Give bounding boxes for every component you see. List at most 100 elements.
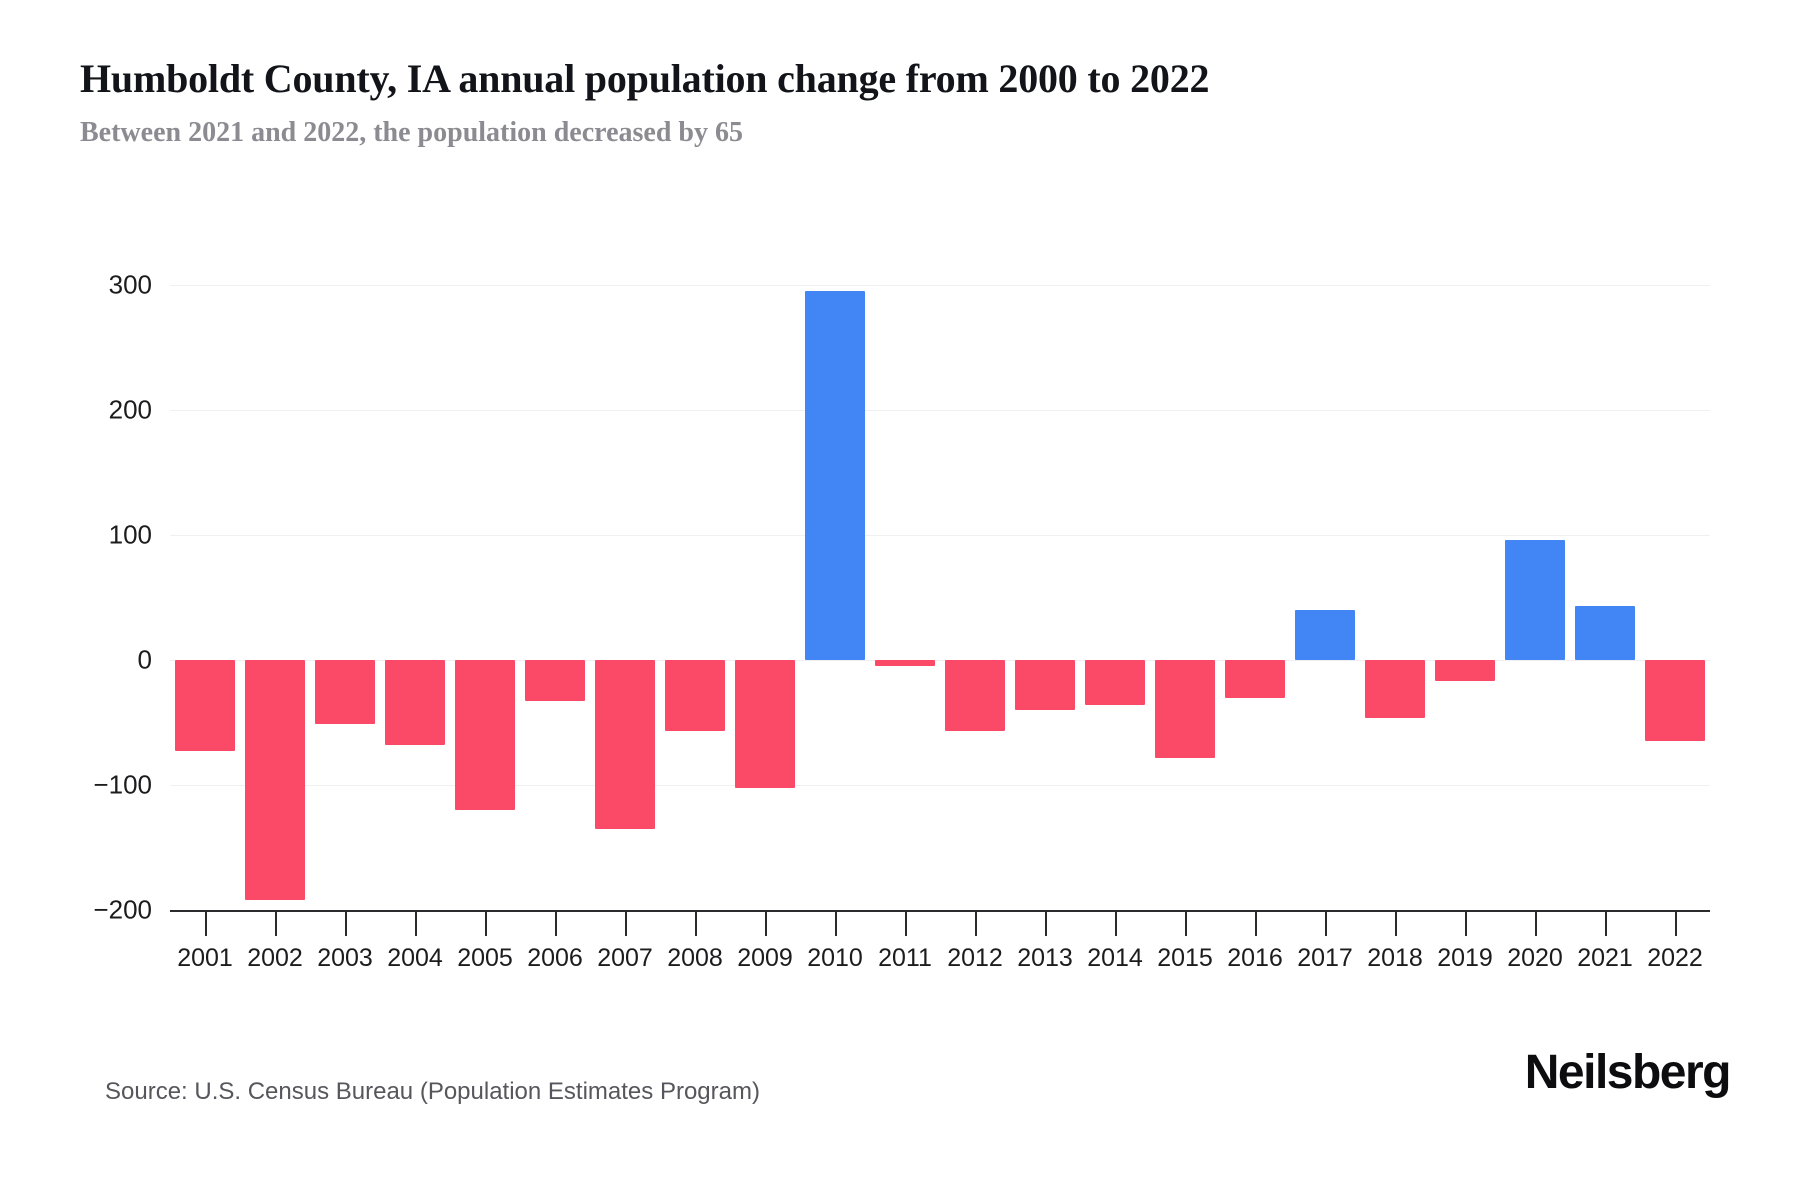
- bar-slot[interactable]: [310, 285, 380, 910]
- gridline: [170, 785, 1710, 786]
- bar-2001[interactable]: [175, 660, 235, 752]
- bar-slot[interactable]: [730, 285, 800, 910]
- x-axis-tick: [275, 912, 277, 936]
- x-axis-tick-label-2009: 2009: [737, 944, 793, 972]
- y-axis-tick-label: 100: [108, 519, 152, 550]
- x-axis-tick-label-2020: 2020: [1507, 944, 1563, 972]
- bar-slot[interactable]: [1150, 285, 1220, 910]
- bar-slot[interactable]: [450, 285, 520, 910]
- bar-slot[interactable]: [240, 285, 310, 910]
- bar-2017[interactable]: [1295, 610, 1355, 660]
- bar-2007[interactable]: [595, 660, 655, 829]
- bar-2004[interactable]: [385, 660, 445, 745]
- x-axis-tick-label-2017: 2017: [1297, 944, 1353, 972]
- bar-2008[interactable]: [665, 660, 725, 732]
- bar-2009[interactable]: [735, 660, 795, 788]
- bar-slot[interactable]: [1290, 285, 1360, 910]
- x-axis-tick-label-2018: 2018: [1367, 944, 1423, 972]
- bar-2006[interactable]: [525, 660, 585, 702]
- x-axis-tick: [975, 912, 977, 936]
- bar-slot[interactable]: [590, 285, 660, 910]
- x-axis-tick: [905, 912, 907, 936]
- bar-slot[interactable]: [1220, 285, 1290, 910]
- x-axis-tick-label-2011: 2011: [878, 944, 932, 972]
- bar-slot[interactable]: [520, 285, 590, 910]
- gridline: [170, 660, 1710, 661]
- bar-2018[interactable]: [1365, 660, 1425, 718]
- x-axis-tick: [485, 912, 487, 936]
- x-axis-tick: [1535, 912, 1537, 936]
- chart-header: Humboldt County, IA annual population ch…: [80, 55, 1720, 151]
- x-axis-tick-label-2001: 2001: [177, 944, 233, 972]
- bar-slot[interactable]: [1010, 285, 1080, 910]
- bar-2020[interactable]: [1505, 540, 1565, 660]
- bar-2010[interactable]: [805, 291, 865, 660]
- brand-logo: Neilsberg: [1524, 1046, 1732, 1099]
- x-axis-tick: [695, 912, 697, 936]
- x-axis-tick: [1255, 912, 1257, 936]
- bar-slot[interactable]: [1430, 285, 1500, 910]
- x-axis-line: [170, 910, 1710, 912]
- bar-2014[interactable]: [1085, 660, 1145, 705]
- x-axis-tick-label-2003: 2003: [317, 944, 373, 972]
- bar-2003[interactable]: [315, 660, 375, 724]
- page-title: Humboldt County, IA annual population ch…: [80, 56, 1210, 101]
- x-axis-tick: [1325, 912, 1327, 936]
- bar-slot[interactable]: [660, 285, 730, 910]
- bar-2005[interactable]: [455, 660, 515, 810]
- chart-subtitle: Between 2021 and 2022, the population de…: [80, 117, 743, 148]
- x-axis-tick-label-2022: 2022: [1647, 944, 1703, 972]
- x-axis-tick-label-2013: 2013: [1017, 944, 1073, 972]
- bar-slot[interactable]: [1500, 285, 1570, 910]
- bar-slot[interactable]: [380, 285, 450, 910]
- x-axis-tick: [1605, 912, 1607, 936]
- x-axis-tick: [1395, 912, 1397, 936]
- source-note: Source: U.S. Census Bureau (Population E…: [105, 1078, 760, 1105]
- bar-2019[interactable]: [1435, 660, 1495, 682]
- x-axis-tick: [1045, 912, 1047, 936]
- bar-2013[interactable]: [1015, 660, 1075, 710]
- y-axis-tick-label: −100: [93, 769, 152, 800]
- bar-slot[interactable]: [1080, 285, 1150, 910]
- bar-slot[interactable]: [800, 285, 870, 910]
- plot-area: 300 200 100 0 −100 −200: [93, 270, 1710, 925]
- bar-2021[interactable]: [1575, 606, 1635, 660]
- x-axis-tick-label-2012: 2012: [947, 944, 1003, 972]
- x-axis-tick: [345, 912, 347, 936]
- x-axis-tick-label-2004: 2004: [387, 944, 443, 972]
- x-axis-tick-label-2019: 2019: [1437, 944, 1493, 972]
- bar-2022[interactable]: [1645, 660, 1705, 742]
- bar-slot[interactable]: [1570, 285, 1640, 910]
- bar-2002[interactable]: [245, 660, 305, 900]
- bar-slot[interactable]: [170, 285, 240, 910]
- bars-group: [170, 285, 1710, 910]
- bar-slot[interactable]: [1640, 285, 1710, 910]
- bar-2011[interactable]: [875, 660, 935, 667]
- bar-slot[interactable]: [940, 285, 1010, 910]
- bar-2012[interactable]: [945, 660, 1005, 732]
- y-axis-tick-label: −200: [93, 894, 152, 925]
- gridline: [170, 535, 1710, 536]
- x-axis-tick: [415, 912, 417, 936]
- x-axis-tick: [1185, 912, 1187, 936]
- bar-slot[interactable]: [1360, 285, 1430, 910]
- x-axis-tick-label-2021: 2021: [1577, 944, 1633, 972]
- x-axis-tick: [1465, 912, 1467, 936]
- x-axis-tick: [205, 912, 207, 936]
- x-axis-tick-label-2010: 2010: [807, 944, 863, 972]
- x-axis-tick-label-2007: 2007: [597, 944, 653, 972]
- bar-2015[interactable]: [1155, 660, 1215, 758]
- x-axis-tick: [835, 912, 837, 936]
- x-axis-tick: [625, 912, 627, 936]
- gridline: [170, 410, 1710, 411]
- x-axis-tick-label-2006: 2006: [527, 944, 583, 972]
- x-axis-tick: [1675, 912, 1677, 936]
- x-axis-tick-label-2014: 2014: [1087, 944, 1143, 972]
- gridline: [170, 285, 1710, 286]
- bar-2016[interactable]: [1225, 660, 1285, 698]
- x-axis-tick-label-2002: 2002: [247, 944, 303, 972]
- x-axis-tick-label-2008: 2008: [667, 944, 723, 972]
- bar-slot[interactable]: [870, 285, 940, 910]
- x-axis-tick: [765, 912, 767, 936]
- x-axis-tick: [555, 912, 557, 936]
